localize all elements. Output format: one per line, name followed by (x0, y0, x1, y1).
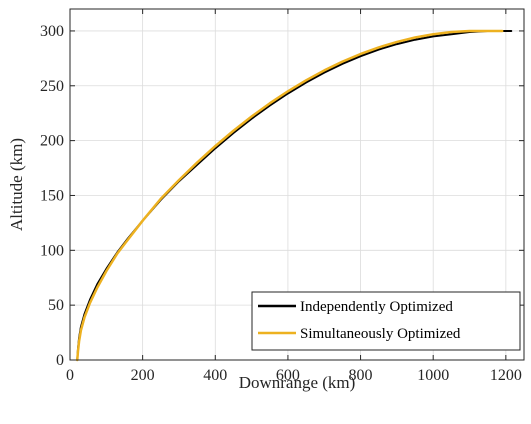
y-axis-label: Altitude (km) (7, 138, 26, 231)
x-tick-label: 0 (66, 367, 74, 384)
y-tick-label: 200 (40, 133, 64, 150)
axis-ticks: 0 200 400 600 800 1000 1200 0 50 100 150 200 250 300 (40, 9, 524, 384)
series-layer (76, 29, 513, 362)
y-tick-label: 250 (40, 78, 64, 95)
x-tick-label: 600 (276, 367, 300, 384)
legend: Independently Optimized Simultaneously O… (251, 291, 521, 351)
legend-label-simultaneously-optimized: Simultaneously Optimized (300, 326, 461, 342)
y-tick-label: 150 (40, 187, 64, 204)
legend-box (251, 291, 521, 351)
series-line-independently-optimized (76, 29, 513, 361)
x-tick-label: 400 (203, 367, 227, 384)
plot-frame (69, 8, 525, 361)
y-tick-label: 0 (56, 352, 64, 369)
y-tick-label: 300 (40, 23, 64, 40)
x-axis-label: Downrange (km) (239, 373, 356, 392)
series-line-simultaneously-optimized (76, 29, 504, 362)
x-tick-label: 200 (131, 367, 155, 384)
x-tick-label: 800 (349, 367, 373, 384)
x-tick-label: 1200 (490, 367, 522, 384)
y-tick-label: 100 (40, 242, 64, 259)
y-tick-label: 50 (48, 297, 64, 314)
legend-label-independently-optimized: Independently Optimized (300, 299, 453, 315)
x-tick-label: 1000 (417, 367, 449, 384)
